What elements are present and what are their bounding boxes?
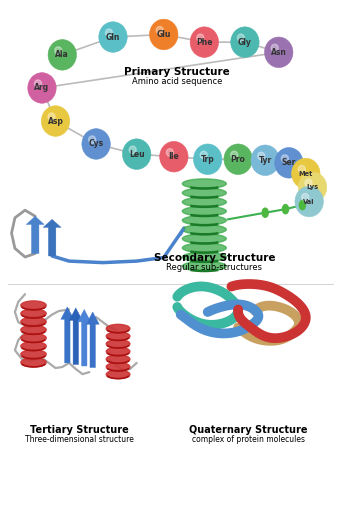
Text: Trp: Trp [201, 155, 214, 164]
Text: Val: Val [303, 199, 315, 204]
Ellipse shape [298, 172, 327, 203]
Text: Lys: Lys [307, 184, 318, 190]
Ellipse shape [237, 34, 244, 41]
Ellipse shape [129, 146, 136, 154]
Ellipse shape [82, 129, 110, 159]
Ellipse shape [106, 362, 130, 371]
Ellipse shape [160, 141, 188, 172]
Ellipse shape [224, 144, 252, 175]
Ellipse shape [48, 39, 76, 70]
Ellipse shape [106, 370, 130, 378]
Text: Primary Structure: Primary Structure [124, 67, 230, 77]
FancyArrow shape [78, 309, 91, 366]
Text: Secondary Structure: Secondary Structure [154, 253, 275, 263]
Ellipse shape [106, 339, 130, 348]
Ellipse shape [182, 243, 226, 252]
FancyArrow shape [26, 216, 44, 253]
FancyArrow shape [43, 219, 61, 256]
Ellipse shape [99, 22, 127, 52]
Ellipse shape [292, 158, 320, 189]
Ellipse shape [156, 27, 163, 34]
Text: Arg: Arg [34, 83, 49, 93]
FancyArrow shape [61, 307, 74, 363]
Text: Pro: Pro [231, 155, 246, 164]
Ellipse shape [21, 350, 46, 359]
Text: Ser: Ser [282, 158, 296, 167]
Ellipse shape [106, 325, 130, 333]
Ellipse shape [190, 27, 219, 57]
Text: Amino acid sequence: Amino acid sequence [132, 77, 222, 86]
Ellipse shape [281, 155, 288, 162]
Text: Regular sub-structures: Regular sub-structures [166, 263, 263, 272]
Ellipse shape [21, 309, 46, 318]
Ellipse shape [34, 80, 42, 88]
Ellipse shape [150, 19, 178, 50]
Ellipse shape [106, 355, 130, 364]
Ellipse shape [105, 29, 113, 36]
Ellipse shape [258, 152, 265, 160]
Ellipse shape [231, 27, 259, 57]
Ellipse shape [265, 37, 293, 68]
Ellipse shape [182, 197, 226, 207]
Text: complex of protein molecules: complex of protein molecules [192, 435, 305, 444]
Ellipse shape [21, 342, 46, 351]
Ellipse shape [295, 186, 323, 217]
Ellipse shape [106, 332, 130, 340]
Ellipse shape [231, 151, 238, 159]
Ellipse shape [271, 44, 278, 52]
Text: Gln: Gln [106, 33, 120, 41]
Ellipse shape [182, 261, 226, 271]
Ellipse shape [182, 234, 226, 244]
Circle shape [299, 201, 306, 209]
Ellipse shape [41, 106, 70, 136]
Text: Ala: Ala [55, 50, 69, 59]
Ellipse shape [21, 333, 46, 343]
Text: Leu: Leu [129, 150, 145, 159]
Ellipse shape [21, 358, 46, 367]
Ellipse shape [302, 194, 309, 201]
Text: Gly: Gly [238, 37, 252, 47]
Circle shape [282, 205, 288, 214]
Ellipse shape [21, 301, 46, 310]
Ellipse shape [55, 47, 62, 54]
Ellipse shape [89, 136, 96, 143]
Ellipse shape [48, 113, 55, 121]
Text: Ile: Ile [168, 152, 179, 161]
Text: Phe: Phe [196, 37, 212, 47]
Text: Three-dimensional structure: Three-dimensional structure [25, 435, 134, 444]
Ellipse shape [305, 179, 312, 187]
Text: Tertiary Structure: Tertiary Structure [30, 425, 129, 435]
FancyArrow shape [69, 308, 82, 365]
Text: Asn: Asn [271, 48, 287, 57]
Ellipse shape [200, 151, 207, 159]
Ellipse shape [166, 148, 174, 156]
Ellipse shape [182, 179, 226, 188]
Ellipse shape [275, 147, 303, 178]
Ellipse shape [193, 144, 222, 175]
Ellipse shape [28, 73, 56, 103]
Ellipse shape [182, 225, 226, 234]
Ellipse shape [182, 188, 226, 198]
Ellipse shape [197, 34, 204, 41]
Ellipse shape [21, 325, 46, 334]
Ellipse shape [106, 347, 130, 356]
Ellipse shape [122, 139, 151, 169]
Text: Glu: Glu [157, 30, 171, 39]
FancyArrow shape [86, 312, 99, 368]
Text: Asp: Asp [47, 117, 63, 125]
Ellipse shape [182, 206, 226, 216]
Text: Cys: Cys [89, 139, 104, 148]
Ellipse shape [182, 252, 226, 262]
Ellipse shape [251, 145, 279, 176]
Text: Met: Met [299, 170, 313, 177]
Ellipse shape [21, 317, 46, 326]
Circle shape [262, 208, 268, 217]
Text: Tyr: Tyr [258, 156, 272, 165]
Ellipse shape [298, 165, 305, 173]
Ellipse shape [182, 216, 226, 225]
Text: Quaternary Structure: Quaternary Structure [189, 425, 308, 435]
